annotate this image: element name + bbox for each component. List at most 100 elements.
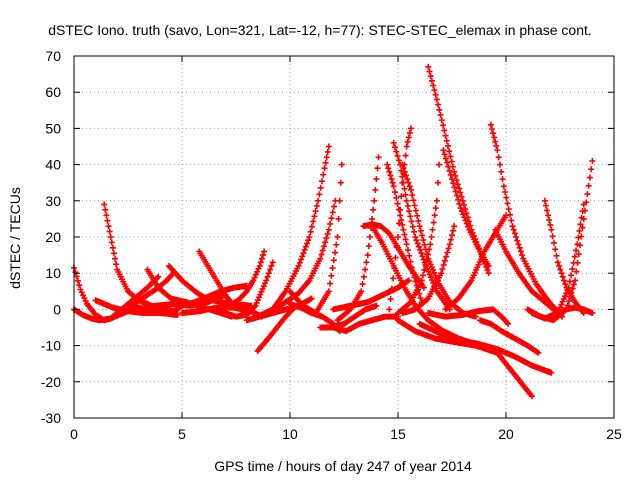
data-point [441,127,448,134]
data-point [579,224,586,231]
data-series-arc-30 [399,161,479,320]
x-tick-label: 10 [282,426,298,442]
data-point [435,101,442,108]
y-tick-label: 40 [45,157,61,173]
data-point [322,239,329,246]
data-point [456,185,463,192]
data-point [105,223,112,230]
data-point [404,247,411,254]
data-point [102,206,109,213]
data-point [586,174,593,181]
data-point [253,299,260,306]
data-point [460,211,467,218]
data-point [410,270,417,277]
data-point [360,273,367,280]
data-point [329,209,336,216]
data-point [325,143,332,150]
data-point [445,245,452,252]
data-point [508,217,515,224]
data-point [338,161,345,168]
data-point [392,254,399,261]
data-point [371,197,378,204]
data-point [552,246,559,253]
data-point [430,266,437,273]
data-point [462,217,469,224]
data-point [335,215,342,222]
data-point [414,240,421,247]
data-point [569,266,576,273]
y-tick-label: -20 [41,374,61,390]
data-point [442,155,449,162]
data-point [443,253,450,260]
data-point [541,197,548,204]
data-point [332,249,339,256]
data-point [548,369,555,376]
data-point [369,215,376,222]
data-point [329,265,336,272]
data-point [373,302,380,309]
y-axis-label: dSTEC / TECUs [7,187,23,289]
data-point [405,277,412,284]
data-point [569,285,576,292]
data-point [458,193,465,200]
data-point [485,270,492,277]
data-series-arc-22 [330,313,401,335]
data-point [73,273,80,280]
data-point [453,177,460,184]
data-point [106,228,113,235]
data-point [432,91,439,98]
data-point [375,154,382,161]
data-point [359,281,366,288]
data-point [407,213,414,220]
y-tick-label: -30 [41,410,61,426]
data-point [573,268,580,275]
data-point [412,278,419,285]
data-point [301,246,308,253]
data-point [496,161,503,168]
data-point [419,253,426,260]
data-point [401,185,408,192]
data-point [455,196,462,203]
data-point [575,251,582,258]
data-point [454,181,461,188]
data-point [444,159,451,166]
data-point [399,173,406,180]
data-point [302,243,309,250]
data-point [493,142,500,149]
data-point [336,197,343,204]
data-point [397,206,404,213]
x-tick-label: 15 [390,426,406,442]
data-point [113,261,120,268]
data-point [431,212,438,219]
data-point [574,241,581,248]
data-point [391,144,398,151]
data-point [568,272,575,279]
data-point [431,87,438,94]
data-point [328,272,335,279]
data-point [516,244,523,251]
data-point [578,214,585,221]
data-point [364,252,371,259]
data-point [439,266,446,273]
data-point [305,237,312,244]
data-point [370,206,377,213]
data-point [401,231,408,238]
data-series-arc-32 [399,223,458,317]
data-point [422,261,429,268]
data-point [112,255,119,262]
data-point [398,193,405,200]
data-point [401,168,408,175]
data-point [487,121,494,128]
data-point [365,243,372,250]
data-point [544,207,551,214]
data-series-arc-41 [492,226,561,317]
data-point [391,265,398,272]
data-point [589,310,596,317]
data-point [498,168,505,175]
data-point [528,393,535,400]
data-point [560,295,567,302]
data-point [395,157,402,164]
data-point [331,203,338,210]
data-series-arc-17 [254,143,332,320]
